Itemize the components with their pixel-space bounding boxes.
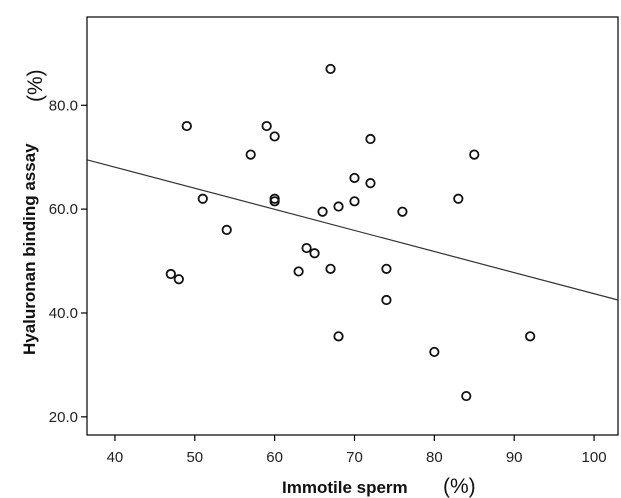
- y-axis-title-group: Hyaluronan binding assay: [20, 143, 39, 355]
- x-axis-title: Immotile sperm: [282, 478, 408, 497]
- data-point: [221, 224, 232, 235]
- x-tick-label: 50: [186, 449, 203, 466]
- data-point: [301, 242, 312, 254]
- data-point: [429, 346, 440, 358]
- data-point: [309, 248, 320, 259]
- y-axis-unit: (%): [24, 69, 47, 102]
- y-tick-label: 60.0: [49, 201, 78, 218]
- data-point: [469, 149, 480, 160]
- fit-line-layer: [86, 159, 619, 301]
- data-point: [525, 331, 536, 342]
- x-tick-label: 60: [266, 449, 283, 466]
- data-point: [197, 193, 208, 204]
- data-point: [181, 120, 192, 132]
- data-point: [349, 196, 360, 207]
- data-point: [333, 201, 344, 212]
- y-tick-label: 80.0: [49, 97, 78, 114]
- y-tick-label: 40.0: [49, 305, 78, 322]
- data-point: [397, 206, 408, 217]
- data-point: [165, 268, 176, 280]
- data-point: [365, 133, 376, 145]
- x-axis-unit: (%): [443, 475, 476, 498]
- data-point: [317, 206, 328, 217]
- x-tick-label: 80: [426, 449, 443, 466]
- data-point: [381, 263, 392, 274]
- data-point: [293, 266, 304, 277]
- x-tick-label: 100: [582, 449, 607, 466]
- data-point: [245, 149, 256, 160]
- y-axis-ticks: 20.0 40.0 60.0 80.0: [49, 97, 87, 426]
- fit-line: [86, 159, 619, 301]
- data-point: [325, 63, 336, 75]
- points-layer: [165, 63, 536, 402]
- y-axis-unit-group: (%): [24, 69, 47, 102]
- data-point: [381, 294, 392, 306]
- data-point: [269, 131, 280, 142]
- data-point: [333, 331, 344, 342]
- data-point: [173, 274, 184, 285]
- x-tick-label: 70: [346, 449, 363, 466]
- x-tick-label: 40: [107, 449, 124, 466]
- data-point: [461, 390, 472, 402]
- x-tick-label: 90: [506, 449, 523, 466]
- data-point: [453, 193, 464, 204]
- x-axis-ticks: 40 50 60 70 80 90 100: [107, 435, 607, 466]
- y-axis-title: Hyaluronan binding assay: [20, 143, 39, 355]
- data-point: [349, 172, 360, 184]
- y-tick-label: 20.0: [49, 409, 78, 426]
- data-point: [261, 120, 272, 132]
- data-point: [365, 178, 376, 189]
- data-point: [325, 263, 336, 274]
- plot-frame: [86, 16, 619, 436]
- data-point: [269, 196, 280, 207]
